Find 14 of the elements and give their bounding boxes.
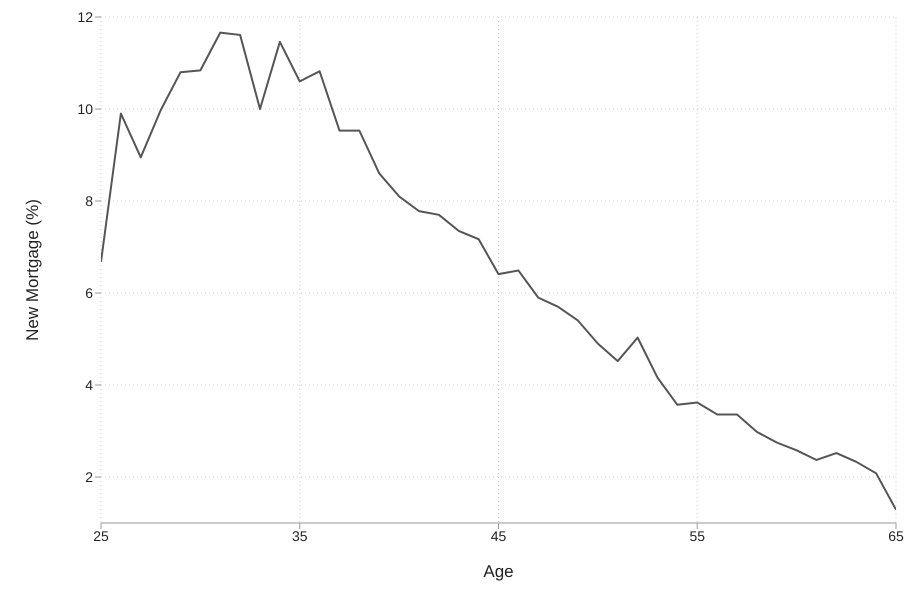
y-tick-label: 10	[77, 100, 94, 117]
y-tick-label: 6	[85, 284, 94, 301]
x-tick-label: 55	[689, 528, 706, 544]
y-tick-label: 4	[85, 376, 94, 393]
x-tick-label: 65	[888, 528, 904, 544]
y-tick-label: 12	[77, 8, 94, 25]
x-tick-label: 25	[93, 528, 109, 544]
line-series	[101, 32, 896, 511]
x-tick-label: 45	[490, 528, 506, 544]
y-tick-label: 2	[85, 468, 94, 485]
y-tick-label: 8	[85, 192, 94, 209]
x-axis-title: Age	[483, 562, 514, 581]
y-axis-title: New Mortgage (%)	[23, 199, 42, 341]
x-tick-label: 35	[292, 528, 308, 544]
